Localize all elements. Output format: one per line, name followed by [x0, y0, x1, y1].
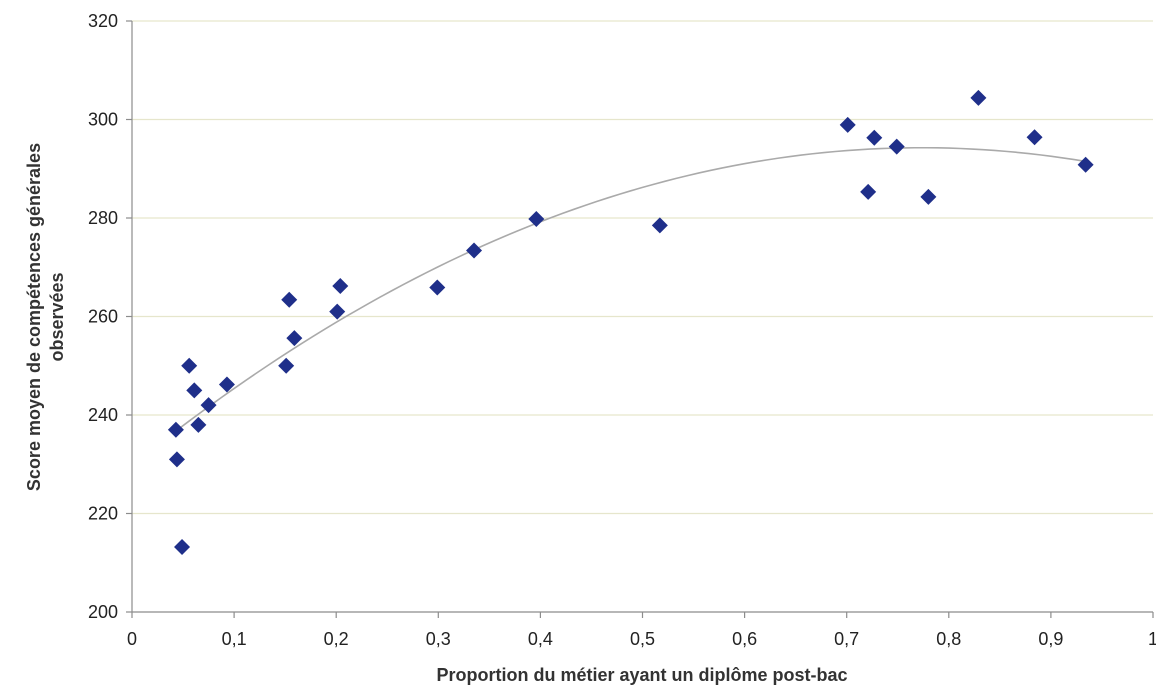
y-axis-title: Score moyen de compétences générales obs…: [24, 143, 67, 491]
data-point-15: [528, 210, 545, 227]
data-point-14: [466, 242, 483, 259]
data-point-17: [839, 116, 856, 133]
data-point-23: [1026, 129, 1043, 146]
y-tick-label-0: 200: [88, 602, 118, 622]
y-tick-labels: 200 220 240 260 280 300 320: [88, 11, 118, 622]
y-tick-label-2: 240: [88, 405, 118, 425]
data-point-16: [651, 217, 668, 234]
x-tick-label-4: 0,4: [528, 629, 553, 649]
data-point-21: [920, 188, 937, 205]
x-tick-label-2: 0,2: [324, 629, 349, 649]
x-tick-label-8: 0,8: [936, 629, 961, 649]
trendline-group: [175, 146, 1086, 432]
data-point-9: [281, 291, 298, 308]
y-tick-label-3: 260: [88, 307, 118, 327]
data-point-7: [218, 376, 235, 393]
data-point-10: [286, 330, 303, 347]
axes: [126, 20, 1154, 618]
data-point-2: [174, 538, 191, 555]
y-tick-label-6: 320: [88, 11, 118, 31]
x-tick-label-6: 0,6: [732, 629, 757, 649]
x-axis-title: Proportion du métier ayant un diplôme po…: [436, 665, 847, 685]
data-point-0: [167, 421, 184, 438]
data-point-11: [329, 303, 346, 320]
x-tick-label-9: 0,9: [1038, 629, 1063, 649]
data-point-3: [181, 357, 198, 374]
data-point-19: [866, 129, 883, 146]
data-point-20: [888, 138, 905, 155]
trendline: [175, 146, 1086, 432]
y-tick-label-1: 220: [88, 504, 118, 524]
y-tick-label-5: 300: [88, 110, 118, 130]
data-point-5: [190, 416, 207, 433]
data-point-24: [1077, 156, 1094, 173]
data-point-8: [278, 357, 295, 374]
gridlines: [132, 20, 1153, 515]
x-tick-labels: 0 0,1 0,2 0,3 0,4 0,5 0,6 0,7 0,8 0,9 1: [127, 629, 1156, 649]
data-points: [167, 89, 1094, 555]
x-tick-label-1: 0,1: [222, 629, 247, 649]
data-point-22: [970, 89, 987, 106]
data-point-6: [200, 397, 217, 414]
data-point-4: [186, 382, 203, 399]
x-tick-label-0: 0: [127, 629, 137, 649]
x-tick-label-5: 0,5: [630, 629, 655, 649]
y-axis-title-line-2: observées: [47, 272, 67, 361]
data-point-13: [429, 279, 446, 296]
x-tick-label-7: 0,7: [834, 629, 859, 649]
data-point-1: [168, 451, 185, 468]
data-point-12: [332, 277, 349, 294]
x-tick-label-3: 0,3: [426, 629, 451, 649]
y-tick-label-4: 280: [88, 208, 118, 228]
y-axis-title-line-1: Score moyen de compétences générales: [24, 143, 44, 491]
x-tick-label-10: 1: [1148, 629, 1156, 649]
data-point-18: [860, 183, 877, 200]
